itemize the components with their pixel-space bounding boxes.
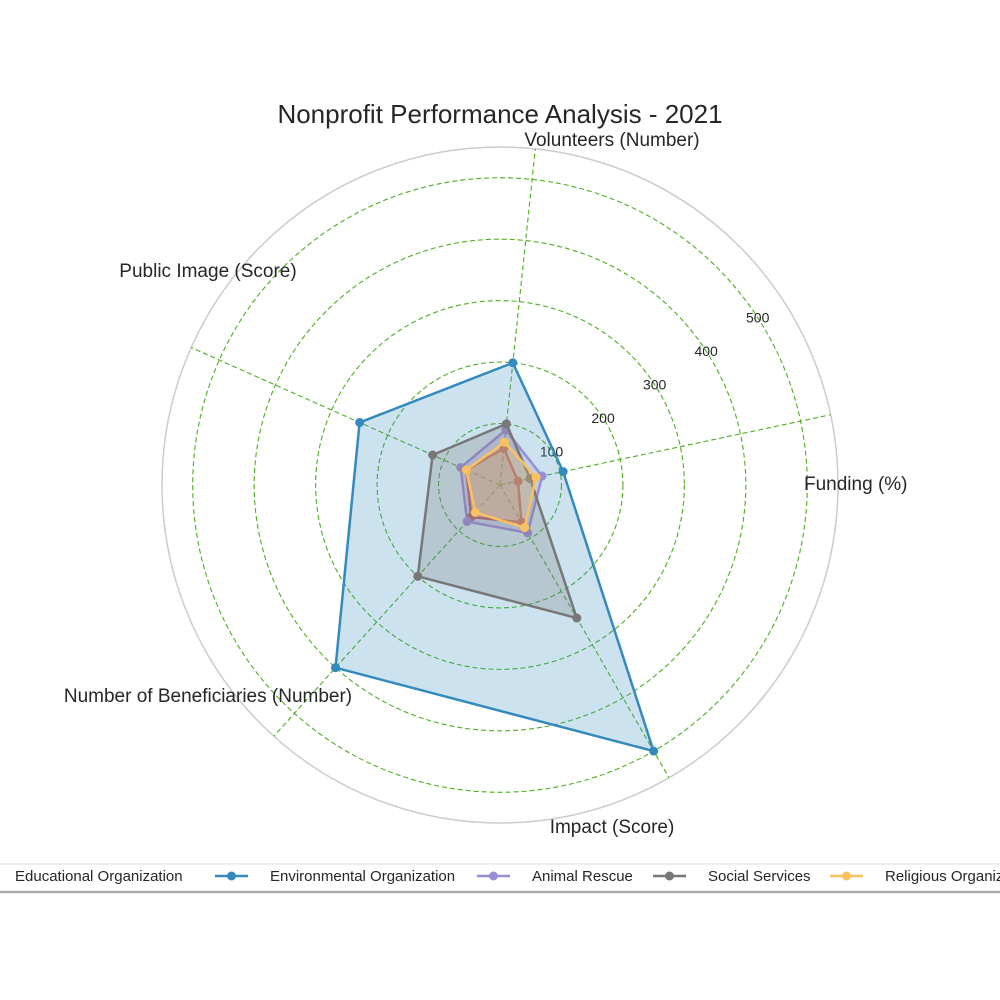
series-line-social-services (416, 422, 579, 620)
point-religious-organization-number-of-beneficiaries-number (470, 507, 480, 517)
series-religious-organization (461, 437, 541, 533)
axis-label-impact-score: Impact (Score) (550, 817, 675, 838)
legend: Educational Organization Environmental Or… (0, 863, 1000, 894)
point-environmental-organization-impact-score (649, 746, 659, 756)
point-environmental-organization-number-of-beneficiaries-number (331, 663, 341, 673)
point-environmental-organization-volunteers-number (508, 358, 518, 368)
grid-ring-400 (253, 238, 747, 732)
grid-ring-300 (315, 300, 685, 670)
axis-label-volunteers-number: Volunteers (Number) (524, 130, 699, 151)
point-animal-rescue-number-of-beneficiaries-number (462, 517, 472, 527)
legend-item-animal-rescue: Animal Rescue (477, 868, 633, 885)
axis-label-number-of-beneficiaries-number: Number of Beneficiaries (Number) (64, 686, 352, 707)
legend-item-social-services: Social Services (653, 868, 811, 885)
point-religious-organization-volunteers-number (499, 437, 509, 447)
radial-tick-label-500: 500 (746, 310, 770, 326)
series-line-environmental-organization (334, 361, 655, 753)
radial-tick-label-200: 200 (591, 410, 615, 426)
grid-ring-500 (192, 177, 808, 793)
point-religious-organization-funding (531, 472, 541, 482)
legend-swatch-marker (489, 871, 498, 881)
chart-title: Nonprofit Performance Analysis - 2021 (277, 99, 722, 129)
legend-label-religious-organization: Religious Organization (885, 868, 1000, 885)
series-social-services (413, 419, 582, 623)
spoke-number-of-beneficiaries-number (273, 484, 501, 737)
series-educational-organization (461, 443, 527, 527)
series-animal-rescue (456, 425, 547, 538)
radial-tick-label-300: 300 (643, 377, 667, 393)
point-environmental-organization-funding (558, 467, 568, 477)
legend-label-social-services: Social Services (708, 868, 811, 885)
radial-tick-label-400: 400 (694, 343, 718, 359)
grid-ring-100 (437, 422, 563, 548)
legend-swatch-marker (665, 871, 674, 881)
series-environmental-organization (331, 358, 659, 756)
series-line-educational-organization (465, 447, 523, 524)
series-fill-religious-organization (466, 442, 537, 528)
legend-swatch-marker (227, 871, 236, 881)
series-fill-animal-rescue (460, 430, 543, 533)
series-layer (331, 358, 659, 756)
spoke-funding (499, 414, 831, 486)
point-social-services-volunteers-number (501, 419, 511, 429)
point-educational-organization-funding (513, 476, 523, 486)
point-environmental-organization-public-image-score (355, 418, 365, 428)
series-fill-social-services (417, 423, 577, 619)
radar-grid: 100 200 300 400 500 (161, 146, 839, 824)
legend-item-religious-organization: Religious Organization (830, 868, 1000, 885)
radial-tick-label-100: 100 (540, 444, 564, 460)
point-social-services-impact-score (572, 613, 582, 623)
axis-label-public-image-score: Public Image (Score) (119, 261, 296, 282)
point-social-services-public-image-score (428, 450, 438, 460)
legend-items: Educational Organization Environmental Or… (15, 868, 1000, 885)
legend-item-environmental-organization: Environmental Organization (215, 868, 455, 885)
legend-label-animal-rescue: Animal Rescue (532, 868, 633, 885)
legend-label-educational-organization: Educational Organization (15, 868, 183, 885)
spoke-public-image-score (190, 347, 501, 486)
axis-label-funding: Funding (%) (804, 474, 908, 495)
series-line-religious-organization (465, 440, 538, 529)
outer-frame-circle (161, 146, 839, 824)
legend-item-educational-organization: Educational Organization (15, 868, 183, 885)
legend-swatch-marker (842, 871, 851, 881)
legend-label-environmental-organization: Environmental Organization (270, 868, 455, 885)
point-social-services-number-of-beneficiaries-number (413, 571, 423, 581)
axis-labels: Funding (%) Volunteers (Number) Public Ima… (64, 130, 908, 838)
series-fill-educational-organization (466, 448, 522, 523)
series-fill-environmental-organization (335, 362, 654, 752)
point-religious-organization-public-image-score (461, 465, 471, 475)
grid-ring-200 (376, 361, 624, 609)
point-religious-organization-impact-score (520, 523, 530, 533)
